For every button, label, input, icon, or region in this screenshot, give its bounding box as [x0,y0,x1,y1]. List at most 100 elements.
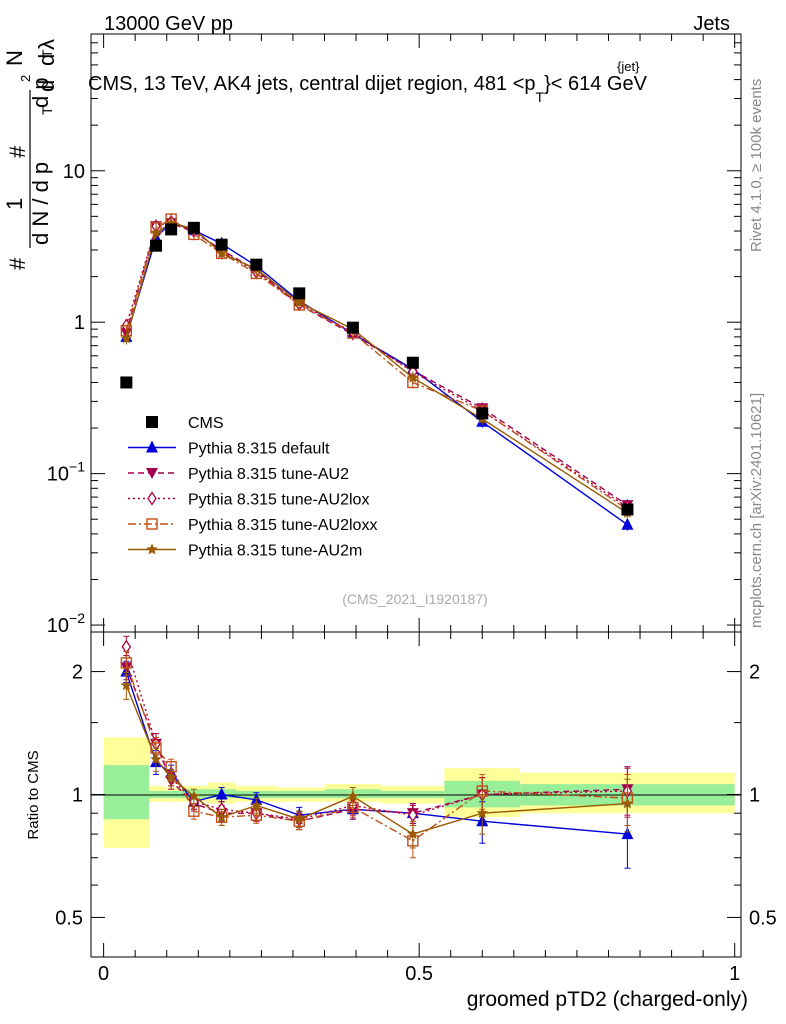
main-ytick-label: 10−1 [47,459,85,486]
ratio-line-au2loxx [125,662,628,842]
ratio-point-au2loxx [120,657,133,669]
ratio-point-au2m [120,679,132,691]
title-sup: {jet} [617,59,640,74]
ratio-panel: 0.5 0.5 1 1 2 2 0 0.5 1 [55,631,777,985]
ratio-series [120,635,634,869]
ratio-point-au2m [293,813,305,825]
point-au2m [120,332,132,344]
ratio-point-au2m [165,771,177,783]
ylabel-hash-1: # [5,257,30,270]
ratio-point-au2m [250,799,262,811]
ylabel-lambda: λ [34,39,59,50]
ratio-point-au2m [150,753,162,765]
legend-label-default: Pythia 8.315 default [188,441,330,458]
x-tick-label: 1 [729,963,740,985]
point-cms [215,238,228,251]
main-ytick-exp: −2 [69,610,85,626]
main-ytick-exp: −1 [69,459,85,475]
x-tick-label: 0.5 [405,963,433,985]
main-ytick-label: 1 [74,312,85,334]
main-ytick-base: 1 [74,312,85,334]
ratio-line-au2 [125,666,628,822]
legend-marker-default [146,440,158,453]
ratio-point-default [621,827,634,840]
point-cms [293,287,306,300]
title-main: CMS, 13 TeV, AK4 jets, central dijet reg… [88,73,536,95]
ratio-point-au2m [621,797,634,809]
header-left: 13000 GeV pp [104,13,233,35]
legend-label-au2m: Pythia 8.315 tune-AU2m [188,543,362,560]
chart-title: CMS, 13 TeV, AK4 jets, central dijet reg… [88,73,648,105]
legend-marker-cms [146,416,158,428]
point-cms [250,258,263,271]
ylabel-d-lambda: d [34,54,59,66]
legend-label-au2lox: Pythia 8.315 tune-AU2lox [188,492,369,509]
legend-label-au2loxx: Pythia 8.315 tune-AU2loxx [188,517,377,534]
ratio-ytick-label: 2 [72,662,83,684]
ratio-bands [103,737,735,848]
x-axis-label: groomed pTD2 (charged-only) [467,988,748,1011]
point-default [621,517,634,530]
main-ytick-base: 10 [47,615,69,637]
band-inner [103,765,150,820]
legend-label-au2: Pythia 8.315 tune-AU2 [188,466,349,483]
point-cms [120,376,133,389]
ylabel-sup-2: 2 [18,75,33,82]
series-line-au2lox [125,221,628,508]
ratio-point-au2m [407,828,419,839]
ratio-ylabel: Ratio to CMS [25,750,42,839]
series-line-au2 [125,222,628,506]
ratio-point-au2m [476,807,488,818]
ratio-point-au2m [347,790,359,802]
legend-marker-au2 [146,468,158,479]
ylabel-d: d [34,80,59,92]
ylabel-one: 1 [2,198,27,210]
ylabel-sub-T-1: T [39,106,55,115]
ylabel-N: N [2,50,27,66]
ylabel-hash-2: # [5,145,30,158]
point-cms [346,321,359,334]
point-cms [165,223,178,236]
ylabel-dp: d p [28,77,53,108]
ratio-ytick-label-right: 2 [749,662,760,684]
point-cms [187,221,200,234]
ratio-ytick-label-right: 1 [749,785,760,807]
point-au2m [293,296,305,308]
main-series [120,213,634,531]
point-au2m [407,371,419,383]
ratio-point-default [215,787,228,800]
ylabel-denominator: d N / d p [28,162,53,245]
ratio-ytick-label-right: 0.5 [749,907,777,929]
point-cms [476,407,489,420]
legend-marker-au2m [146,543,158,555]
watermark: (CMS_2021_I1920187) [342,591,488,607]
header-right: Jets [693,13,730,35]
ratio-ticks: 0.5 0.5 1 1 2 2 0 0.5 1 [55,632,777,985]
side-label-bottom: mcplots.cern.ch [arXiv:2401.10621] [748,393,765,628]
point-cms [150,239,162,252]
legend-marker-au2lox [147,491,157,506]
point-cms [406,356,419,369]
point-au2m [215,247,228,259]
main-ytick-base: 10 [47,464,69,486]
title-end: }< 614 GeV [544,73,648,95]
side-label-top: Rivet 4.1.0, ≥ 100k events [748,79,765,252]
main-ytick-base: 10 [63,161,85,183]
ratio-ytick-label: 1 [72,785,83,807]
ratio-ytick-label: 0.5 [55,907,83,929]
legend: CMS Pythia 8.315 default Pythia 8.315 tune… [128,415,377,560]
legend-label-cms: CMS [188,415,224,432]
main-ytick-label: 10 [63,161,85,183]
legend-marker-au2loxx [146,518,158,530]
point-cms [621,503,634,516]
x-tick-label: 0 [98,963,109,985]
main-ytick-label: 10−2 [47,610,85,637]
ratio-point-au2m [215,811,228,822]
point-au2m [150,226,162,238]
ratio-point-au2loxx [188,805,200,817]
